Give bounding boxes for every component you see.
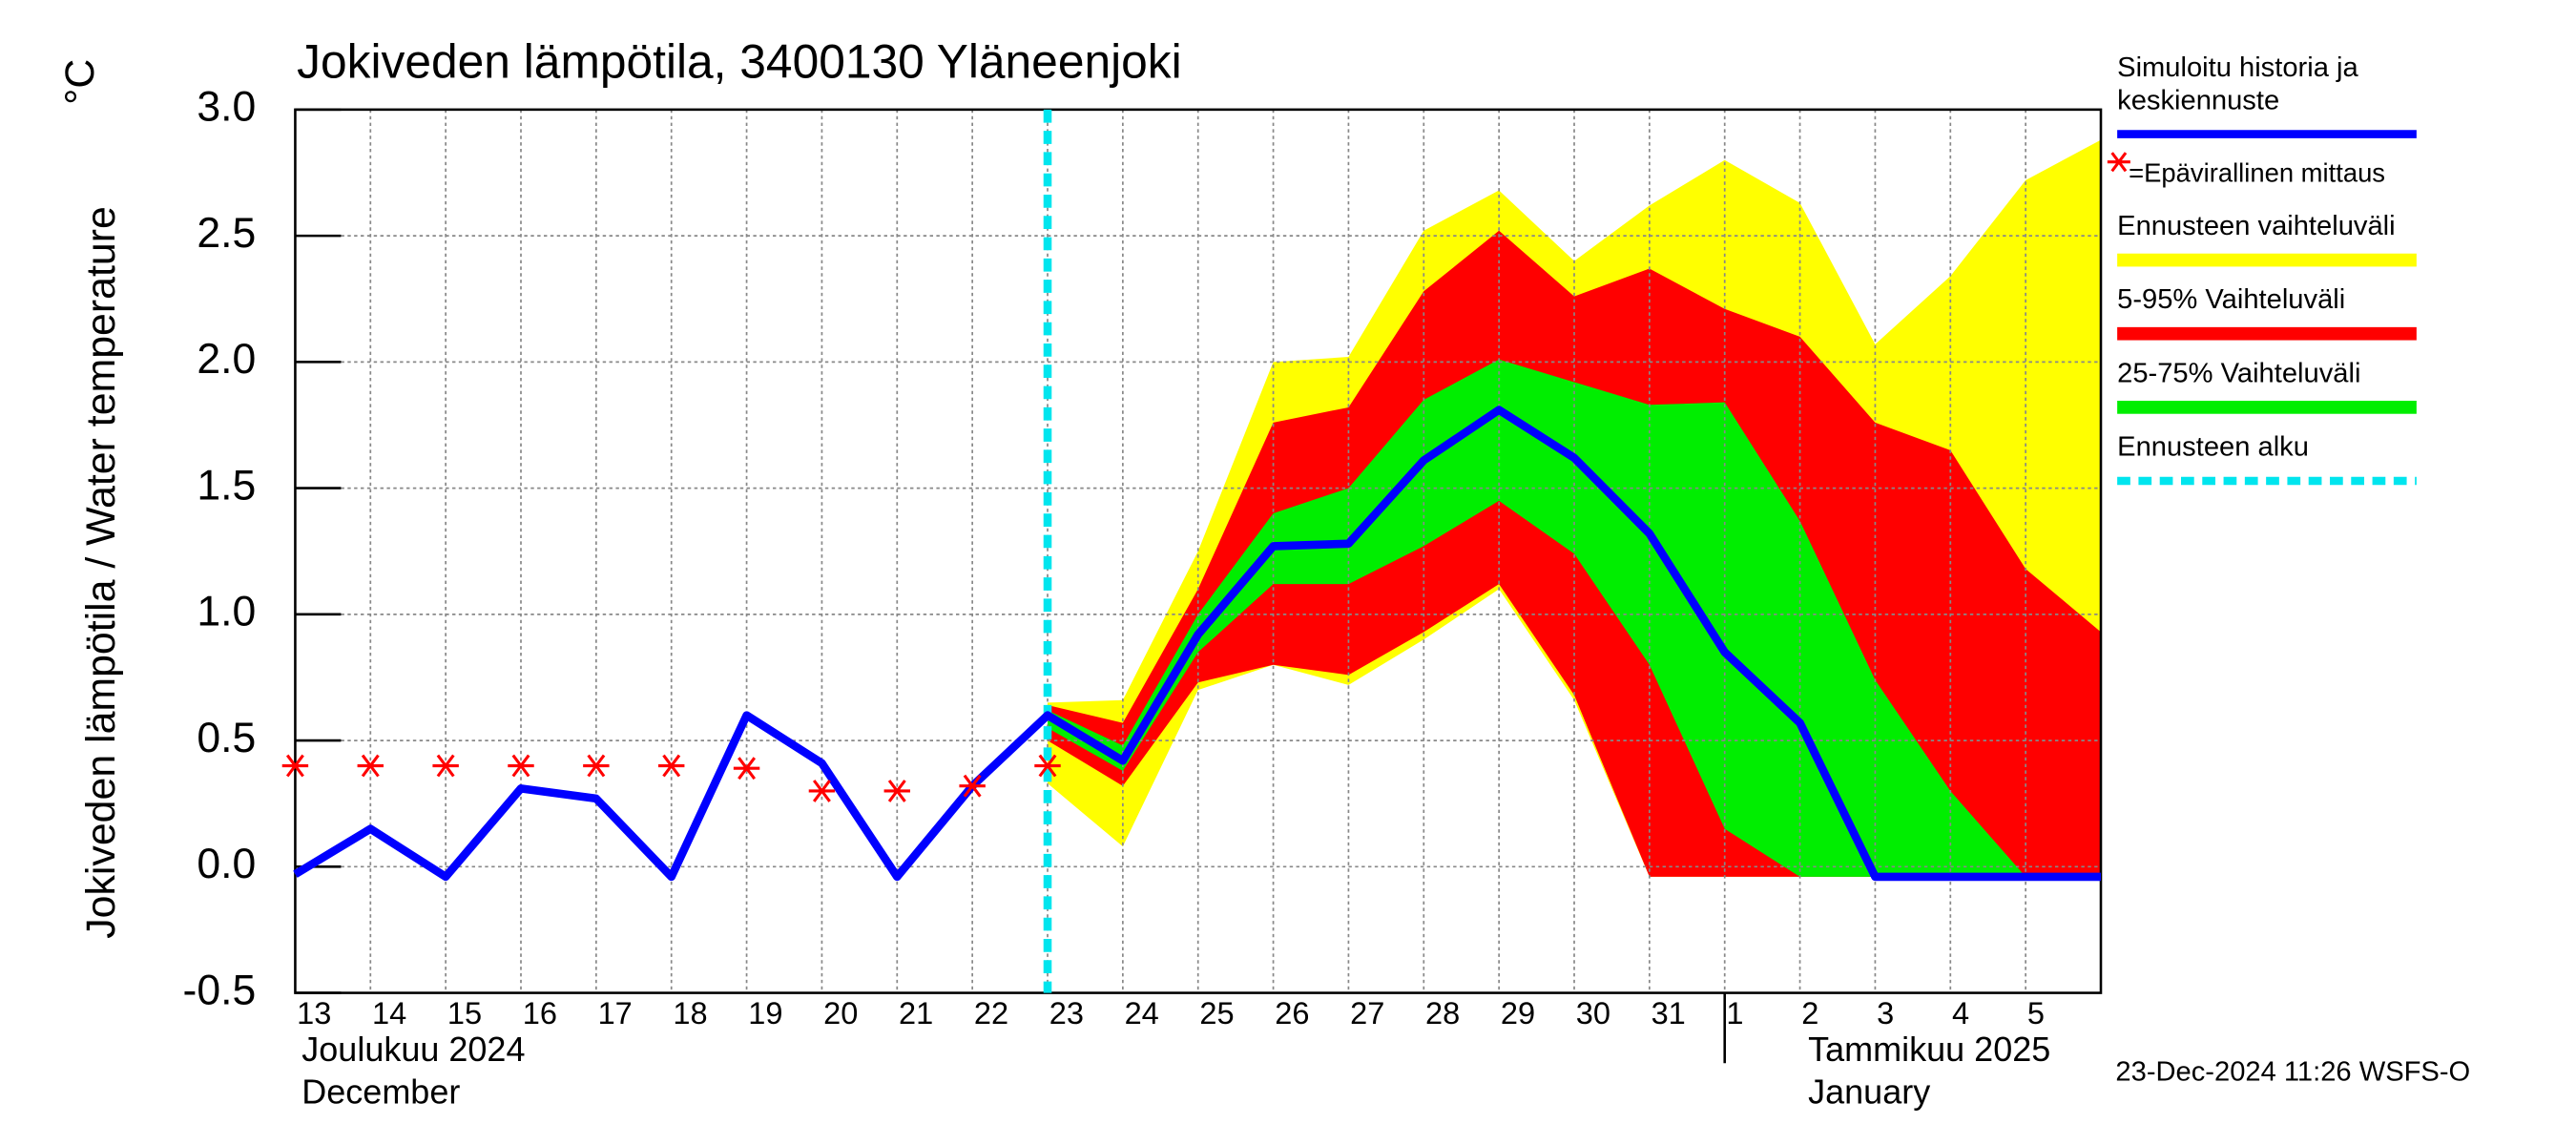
legend-label: Ennusteen alku <box>2117 431 2309 462</box>
legend-label: Ennusteen vaihteluväli <box>2117 211 2395 241</box>
legend-label: =Epävirallinen mittaus <box>2129 158 2385 188</box>
asterisk <box>583 754 610 778</box>
month-label: December <box>301 1072 460 1111</box>
chart-title: Jokiveden lämpötila, 3400130 Yläneenjoki <box>297 35 1182 89</box>
y-tick-label: 1.5 <box>197 462 256 509</box>
month-label: Tammikuu 2025 <box>1808 1030 2050 1069</box>
x-tick-label: 25 <box>1199 996 1234 1030</box>
legend-label: 25-75% Vaihteluväli <box>2117 358 2360 388</box>
asterisk <box>2107 152 2130 173</box>
legend-swatch <box>2117 326 2417 341</box>
x-tick-label: 30 <box>1576 996 1610 1030</box>
x-tick-label: 28 <box>1425 996 1460 1030</box>
asterisk <box>508 754 534 778</box>
y-tick-label: 0.0 <box>197 841 256 887</box>
y-tick-label: 1.0 <box>197 589 256 635</box>
asterisk <box>281 754 309 778</box>
x-tick-label: 22 <box>974 996 1008 1030</box>
asterisk <box>658 754 685 778</box>
month-label: Joulukuu 2024 <box>301 1030 525 1069</box>
asterisk <box>808 780 836 802</box>
asterisk <box>959 774 986 798</box>
legend-label: Simuloitu historia ja keskiennuste <box>2117 52 2358 115</box>
month-label: January <box>1808 1072 1930 1111</box>
legend-label-line: keskiennuste <box>2117 85 2279 115</box>
x-tick-label: 14 <box>372 996 406 1030</box>
x-tick-label: 20 <box>823 996 858 1030</box>
x-tick-label: 31 <box>1652 996 1686 1030</box>
x-tick-label: 16 <box>523 996 557 1030</box>
x-tick-label: 23 <box>1049 996 1084 1030</box>
x-tick-label: 5 <box>2027 996 2045 1030</box>
x-tick-label: 3 <box>1877 996 1894 1030</box>
x-tick-label: 27 <box>1350 996 1384 1030</box>
forecast-band <box>1048 359 2101 877</box>
x-tick-label: 18 <box>673 996 707 1030</box>
legend-swatch <box>2117 401 2417 414</box>
y-tick-label: -0.5 <box>182 967 256 1013</box>
timestamp: 23-Dec-2024 11:26 WSFS-O <box>2115 1056 2470 1087</box>
y-axis-label: Jokiveden lämpötila / Water temperature <box>78 206 124 939</box>
x-tick-label: 15 <box>447 996 482 1030</box>
asterisk <box>733 757 760 781</box>
x-tick-label: 2 <box>1801 996 1818 1030</box>
y-tick-label: 3.0 <box>197 84 256 131</box>
x-tick-label: 24 <box>1125 996 1159 1030</box>
legend-label-line: Simuloitu historia ja <box>2117 52 2358 83</box>
x-tick-label: 13 <box>297 996 331 1030</box>
line-series <box>293 406 2101 882</box>
y-unit: °C <box>57 59 103 105</box>
x-tick-label: 17 <box>598 996 633 1030</box>
asterisk <box>357 754 384 778</box>
legend-swatch <box>2117 253 2417 267</box>
y-tick-label: 2.0 <box>197 336 256 383</box>
x-tick-label: 19 <box>748 996 782 1030</box>
y-tick-label: 0.5 <box>197 715 256 761</box>
x-tick-label: 4 <box>1952 996 1969 1030</box>
asterisk <box>432 754 459 778</box>
x-tick-label: 1 <box>1726 996 1743 1030</box>
plot-frame <box>294 108 2103 994</box>
asterisk <box>883 780 910 802</box>
legend-label: 5-95% Vaihteluväli <box>2117 284 2345 315</box>
asterisk <box>1034 754 1061 778</box>
x-tick-label: 21 <box>899 996 933 1030</box>
y-tick-label: 2.5 <box>197 210 256 257</box>
x-tick-label: 29 <box>1501 996 1535 1030</box>
x-tick-label: 26 <box>1275 996 1309 1030</box>
